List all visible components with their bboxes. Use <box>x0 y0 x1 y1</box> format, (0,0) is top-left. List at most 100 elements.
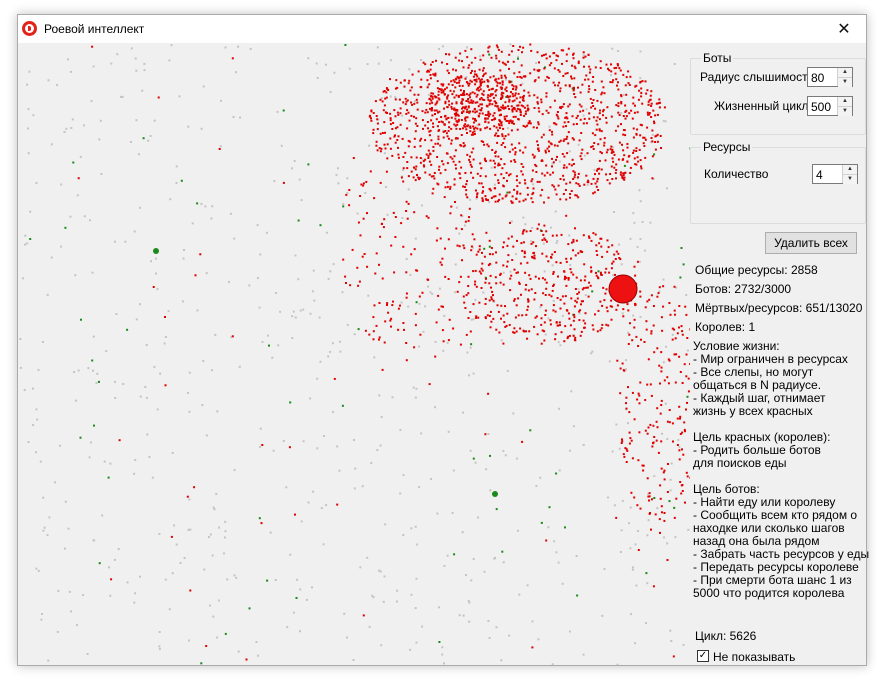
bot-dot <box>549 106 552 109</box>
bot-dot <box>524 112 527 115</box>
dead-bot-dot <box>429 291 432 294</box>
bot-dot <box>511 84 514 87</box>
simulation-canvas[interactable] <box>18 43 690 665</box>
bot-dot <box>645 328 648 331</box>
bot-dot <box>470 151 473 154</box>
dead-bot-dot <box>627 422 629 425</box>
bot-dot <box>475 196 478 198</box>
bot-dot <box>499 109 502 112</box>
dead-bot-dot <box>156 408 159 411</box>
dead-bot-dot <box>400 301 403 304</box>
bot-dot <box>457 94 460 97</box>
resource-dot <box>295 597 298 599</box>
delete-all-button[interactable]: Удалить всех <box>765 232 857 254</box>
dead-bot-dot <box>410 593 413 596</box>
spin-down-icon[interactable]: ▼ <box>843 175 857 184</box>
dead-bot-dot <box>639 50 642 53</box>
bot-dot <box>465 93 468 96</box>
bot-dot <box>572 273 575 276</box>
bot-dot <box>501 61 504 64</box>
bot-dot <box>558 70 561 73</box>
bot-dot <box>475 285 478 288</box>
bot-dot <box>383 341 386 344</box>
bot-dot <box>384 111 387 114</box>
spin-down-icon[interactable]: ▼ <box>838 107 852 116</box>
bot-dot <box>508 81 511 84</box>
resource-dot <box>64 226 67 229</box>
dead-bot-dot <box>238 365 241 368</box>
spin-up-icon[interactable]: ▲ <box>838 97 852 107</box>
bot-dot <box>495 54 498 57</box>
bot-dot <box>507 237 510 240</box>
bot-dot <box>555 321 558 324</box>
spin-up-icon[interactable]: ▲ <box>843 165 857 175</box>
dead-bot-dot <box>578 312 581 315</box>
dead-bot-dot <box>502 271 505 274</box>
bot-dot <box>559 298 562 301</box>
bot-dot <box>523 114 526 117</box>
bot-dot <box>455 227 458 230</box>
bot-dot <box>654 513 657 516</box>
bot-dot <box>472 303 475 306</box>
bot-dot <box>572 249 574 252</box>
close-button[interactable]: ✕ <box>822 15 866 43</box>
bot-dot <box>587 90 590 93</box>
bot-dot <box>383 121 386 124</box>
dead-bot-dot <box>158 645 161 648</box>
bot-dot <box>635 147 638 150</box>
dead-bot-dot <box>639 77 642 80</box>
dead-bot-dot <box>158 532 161 535</box>
bot-dot <box>454 201 456 203</box>
dead-bot-dot <box>487 433 490 435</box>
description-line: общаться в N радиусе. <box>693 378 822 392</box>
dead-bot-dot <box>237 650 240 653</box>
bot-dot <box>572 319 575 322</box>
dead-bot-dot <box>40 618 43 621</box>
bot-dot <box>372 338 375 341</box>
bot-dot <box>436 227 439 230</box>
bot-dot <box>407 175 410 178</box>
bot-dot <box>442 136 445 139</box>
bot-dot <box>583 263 586 266</box>
spin-down-icon[interactable]: ▼ <box>838 78 852 87</box>
bot-dot <box>455 102 458 105</box>
bot-dot <box>569 196 571 199</box>
bot-dot <box>383 143 386 146</box>
dead-bot-dot <box>327 355 330 358</box>
hearing-radius-spinner[interactable]: 80 ▲ ▼ <box>807 67 853 87</box>
dead-bot-dot <box>389 59 392 62</box>
bot-dot <box>506 244 509 247</box>
life-cycle-spinner[interactable]: 500 ▲ ▼ <box>807 96 853 116</box>
bot-dot <box>590 266 592 269</box>
bot-dot <box>472 270 475 273</box>
bot-dot <box>446 162 449 165</box>
bot-dot <box>464 307 467 309</box>
bot-dot <box>444 247 446 250</box>
bot-dot <box>632 102 635 105</box>
bot-dot <box>563 302 566 305</box>
bot-dot <box>375 144 378 147</box>
resources-amount-spinner[interactable]: 4 ▲ ▼ <box>812 164 858 184</box>
bot-dot <box>614 129 617 132</box>
dead-bot-dot <box>639 238 642 240</box>
bot-dot <box>643 136 646 139</box>
spin-up-icon[interactable]: ▲ <box>838 68 852 78</box>
bot-dot <box>517 314 520 317</box>
hide-checkbox-label[interactable]: Не показывать <box>713 650 796 664</box>
bot-dot <box>555 54 558 57</box>
bot-dot <box>482 69 484 72</box>
bot-dot <box>624 447 627 450</box>
dead-bot-dot <box>554 210 557 213</box>
bot-dot <box>437 138 440 141</box>
dead-bot-dot <box>590 352 593 355</box>
bot-dot <box>480 182 483 185</box>
dead-bot-dot <box>552 299 555 302</box>
bot-dot <box>629 172 632 174</box>
dead-bot-dot <box>366 63 369 66</box>
bot-dot <box>617 88 620 91</box>
bot-dot <box>544 151 547 154</box>
bot-dot <box>643 145 646 147</box>
dead-bot-dot <box>558 160 561 163</box>
dead-bot-dot <box>200 202 203 205</box>
hide-checkbox[interactable]: ✓ <box>697 650 709 662</box>
